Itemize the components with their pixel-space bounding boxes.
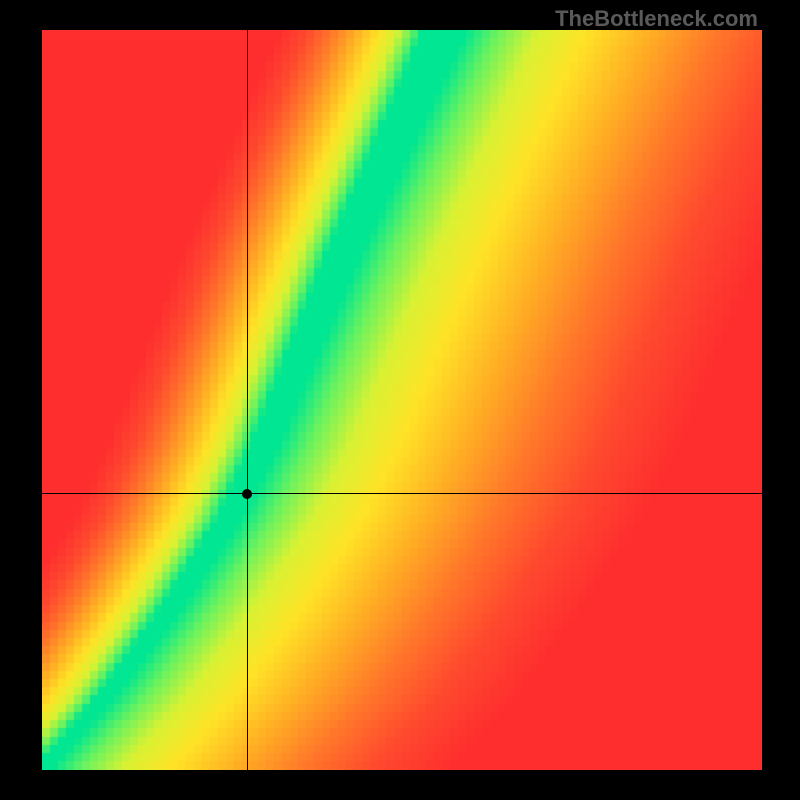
plot-area bbox=[42, 30, 762, 770]
outer-frame: TheBottleneck.com bbox=[0, 0, 800, 800]
watermark-text: TheBottleneck.com bbox=[555, 6, 758, 32]
crosshair-vertical bbox=[247, 30, 248, 770]
crosshair-horizontal bbox=[42, 493, 762, 494]
heatmap-canvas bbox=[42, 30, 762, 770]
